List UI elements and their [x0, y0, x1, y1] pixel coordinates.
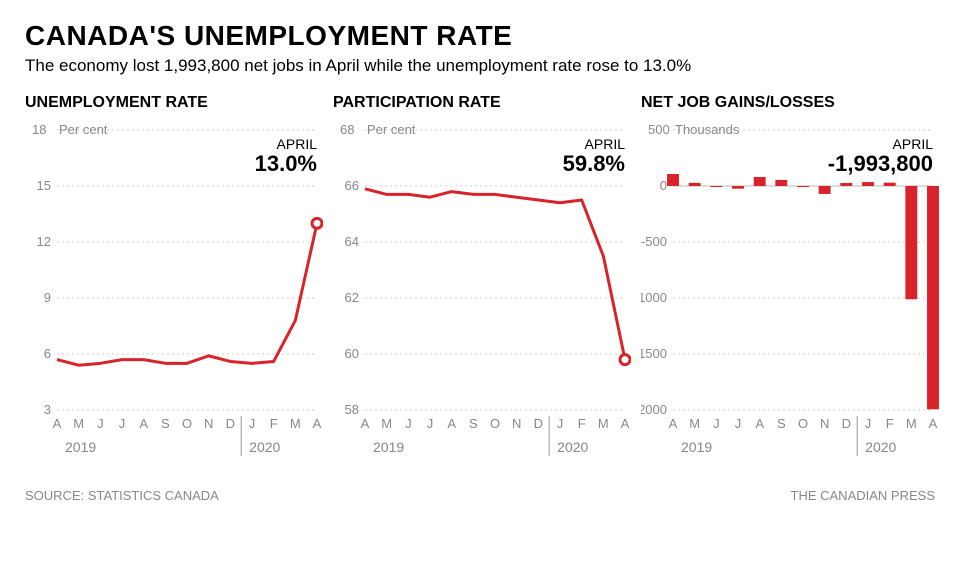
- charts-row: UNEMPLOYMENT RATE APRIL 13.0% 3 6 9 12 15 18 P…: [25, 94, 935, 470]
- callout-unemployment: APRIL 13.0%: [255, 136, 317, 176]
- page-title: CANADA'S UNEMPLOYMENT RATE: [25, 20, 935, 52]
- svg-text:2020: 2020: [557, 439, 588, 455]
- svg-text:2019: 2019: [681, 439, 712, 455]
- svg-text:N: N: [820, 416, 829, 431]
- svg-text:F: F: [886, 416, 894, 431]
- svg-text:-1500: -1500: [641, 346, 667, 361]
- svg-text:S: S: [161, 416, 170, 431]
- svg-text:-500: -500: [641, 234, 667, 249]
- svg-text:2020: 2020: [865, 439, 896, 455]
- callout-value: 13.0%: [255, 152, 317, 176]
- callout-label: APRIL: [563, 136, 625, 152]
- svg-text:M: M: [689, 416, 700, 431]
- svg-text:J: J: [557, 416, 564, 431]
- svg-text:M: M: [290, 416, 301, 431]
- svg-text:3: 3: [44, 402, 51, 417]
- svg-text:J: J: [427, 416, 434, 431]
- panel-title-netjobs: NET JOB GAINS/LOSSES: [641, 94, 939, 112]
- callout-participation: APRIL 59.8%: [563, 136, 625, 176]
- callout-label: APRIL: [828, 136, 933, 152]
- svg-text:M: M: [73, 416, 84, 431]
- svg-text:A: A: [447, 416, 456, 431]
- svg-text:J: J: [713, 416, 720, 431]
- svg-text:J: J: [249, 416, 256, 431]
- svg-text:J: J: [97, 416, 104, 431]
- panel-unemployment: UNEMPLOYMENT RATE APRIL 13.0% 3 6 9 12 15 18 P…: [25, 94, 323, 470]
- svg-text:J: J: [865, 416, 872, 431]
- svg-text:N: N: [204, 416, 213, 431]
- svg-text:A: A: [929, 416, 938, 431]
- svg-text:500: 500: [648, 122, 670, 137]
- callout-netjobs: APRIL -1,993,800: [828, 136, 933, 176]
- svg-text:-2000: -2000: [641, 402, 667, 417]
- panel-title-unemployment: UNEMPLOYMENT RATE: [25, 94, 323, 112]
- svg-text:A: A: [669, 416, 678, 431]
- svg-text:M: M: [381, 416, 392, 431]
- svg-text:J: J: [119, 416, 126, 431]
- svg-text:66: 66: [345, 178, 359, 193]
- svg-text:D: D: [226, 416, 235, 431]
- svg-text:M: M: [906, 416, 917, 431]
- svg-text:64: 64: [345, 234, 359, 249]
- svg-text:A: A: [621, 416, 630, 431]
- svg-text:2020: 2020: [249, 439, 280, 455]
- svg-text:9: 9: [44, 290, 51, 305]
- panel-participation: PARTICIPATION RATE APRIL 59.8% 58 60 62 64 6…: [333, 94, 631, 470]
- svg-text:Per cent: Per cent: [59, 122, 108, 137]
- svg-text:O: O: [490, 416, 500, 431]
- svg-text:2019: 2019: [65, 439, 96, 455]
- svg-text:58: 58: [345, 402, 359, 417]
- footer: SOURCE: STATISTICS CANADA THE CANADIAN P…: [25, 488, 935, 503]
- svg-text:S: S: [777, 416, 786, 431]
- svg-text:O: O: [798, 416, 808, 431]
- callout-value: 59.8%: [563, 152, 625, 176]
- svg-text:2019: 2019: [373, 439, 404, 455]
- svg-text:0: 0: [660, 178, 667, 193]
- svg-text:F: F: [270, 416, 278, 431]
- svg-text:D: D: [534, 416, 543, 431]
- svg-text:15: 15: [37, 178, 51, 193]
- svg-text:D: D: [842, 416, 851, 431]
- svg-text:A: A: [313, 416, 322, 431]
- svg-text:J: J: [405, 416, 412, 431]
- svg-text:18: 18: [32, 122, 46, 137]
- svg-text:A: A: [139, 416, 148, 431]
- svg-text:Per cent: Per cent: [367, 122, 416, 137]
- svg-text:12: 12: [37, 234, 51, 249]
- svg-text:6: 6: [44, 346, 51, 361]
- attribution: THE CANADIAN PRESS: [791, 488, 935, 503]
- svg-text:A: A: [53, 416, 62, 431]
- callout-label: APRIL: [255, 136, 317, 152]
- page-subtitle: The economy lost 1,993,800 net jobs in A…: [25, 56, 935, 76]
- panel-netjobs: NET JOB GAINS/LOSSES APRIL -1,993,800 -2…: [641, 94, 939, 470]
- svg-text:62: 62: [345, 290, 359, 305]
- svg-text:O: O: [182, 416, 192, 431]
- svg-text:-1000: -1000: [641, 290, 667, 305]
- svg-text:S: S: [469, 416, 478, 431]
- svg-text:60: 60: [345, 346, 359, 361]
- svg-text:N: N: [512, 416, 521, 431]
- svg-text:F: F: [578, 416, 586, 431]
- svg-text:68: 68: [340, 122, 354, 137]
- svg-text:Thousands: Thousands: [675, 122, 740, 137]
- source-label: SOURCE: STATISTICS CANADA: [25, 488, 219, 503]
- panel-title-participation: PARTICIPATION RATE: [333, 94, 631, 112]
- svg-text:M: M: [598, 416, 609, 431]
- svg-text:A: A: [361, 416, 370, 431]
- svg-text:J: J: [735, 416, 742, 431]
- svg-text:A: A: [755, 416, 764, 431]
- callout-value: -1,993,800: [828, 152, 933, 176]
